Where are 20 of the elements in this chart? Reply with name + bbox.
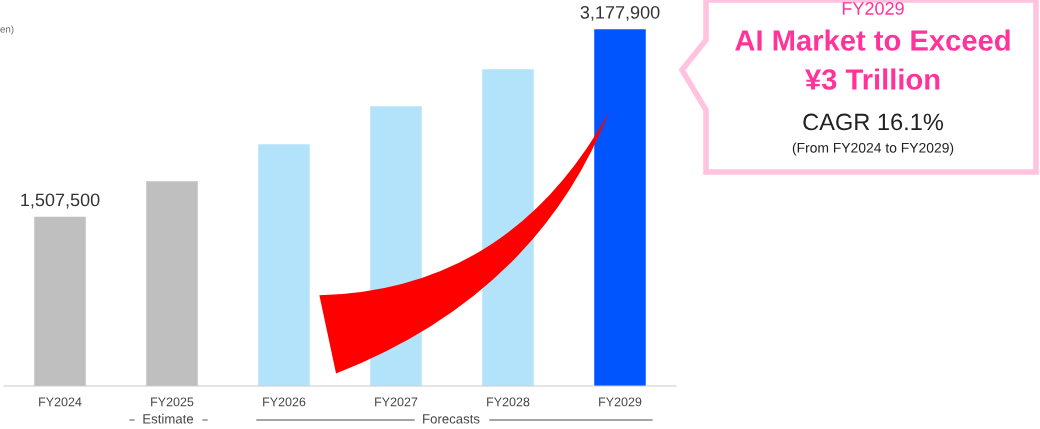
x-tick-label: FY2027 bbox=[375, 397, 418, 407]
x-tick-label: FY2028 bbox=[487, 397, 530, 407]
x-tick-label: FY2024 bbox=[39, 397, 82, 407]
x-tick-label: FY2029 bbox=[599, 397, 642, 407]
text: Estimate bbox=[143, 413, 194, 424]
data-label: 3,177,900 bbox=[580, 5, 660, 21]
data-label: 1,507,500 bbox=[21, 193, 100, 209]
x-tick-label: FY2026 bbox=[263, 397, 306, 407]
x-tick-label: FY2025 bbox=[151, 397, 194, 407]
annotation: en) bbox=[0, 25, 14, 35]
text: FY2029 bbox=[842, 2, 904, 15]
bar bbox=[258, 144, 310, 386]
text: Forecasts bbox=[423, 414, 480, 424]
bar bbox=[34, 216, 86, 386]
text: CAGR 16.1% bbox=[803, 113, 944, 131]
text: ¥3 Trillion bbox=[805, 68, 940, 90]
bar bbox=[146, 181, 198, 386]
text: (From FY2024 to FY2029) bbox=[792, 142, 954, 156]
bar bbox=[594, 29, 646, 386]
text: AI Market to Exceed bbox=[735, 29, 1010, 51]
